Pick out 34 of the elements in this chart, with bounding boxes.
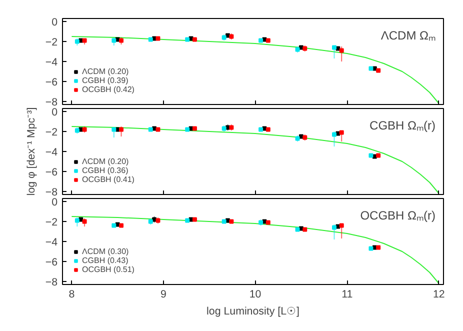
legend-label: OCGBH (0.42) — [82, 85, 134, 94]
x-tick-label: 12 — [432, 288, 445, 300]
y-tick-label: −4 — [45, 56, 58, 68]
y-tick-label: −6 — [45, 166, 58, 178]
x-axis-title: log Luminosity [L☉] — [206, 306, 300, 318]
legend-label: CGBH (0.39) — [82, 76, 128, 85]
y-tick-label: −6 — [45, 256, 58, 268]
legend-label: CGBH (0.43) — [82, 256, 128, 265]
x-tick-label: 10 — [249, 288, 262, 300]
y-tick-label: 0 — [52, 16, 58, 28]
legend-label: ΛCDM (0.20) — [82, 157, 129, 166]
y-tick-label: −2 — [45, 216, 58, 228]
x-tick-label: 8 — [68, 288, 75, 300]
x-tick-label: 11 — [342, 288, 353, 300]
x-tick-label: 9 — [160, 288, 167, 300]
annotation: OCGBH Ωₘ(r) — [360, 208, 436, 222]
y-tick-label: −6 — [45, 76, 58, 88]
y-tick-label: −8 — [45, 186, 58, 198]
y-tick-label: 0 — [52, 196, 58, 208]
legend-label: OCGBH (0.51) — [82, 265, 134, 274]
y-tick-label: −2 — [45, 36, 58, 48]
annotation: ΛCDM Ωₘ — [380, 28, 436, 42]
annotation: CGBH Ωₘ(r) — [370, 118, 436, 132]
y-tick-label: −8 — [45, 276, 58, 288]
y-tick-label: 0 — [52, 106, 58, 118]
y-tick-label: −4 — [45, 236, 58, 248]
legend-label: ΛCDM (0.20) — [82, 67, 129, 76]
y-tick-label: −4 — [45, 146, 58, 158]
y-tick-label: −2 — [45, 126, 58, 138]
y-tick-label: −8 — [45, 96, 58, 108]
legend-label: CGBH (0.36) — [82, 166, 128, 175]
y-axis-title: log φ [dex⁻¹ Mpc⁻³] — [25, 107, 38, 196]
legend-label: OCGBH (0.41) — [82, 175, 134, 184]
legend-label: ΛCDM (0.30) — [82, 247, 129, 256]
